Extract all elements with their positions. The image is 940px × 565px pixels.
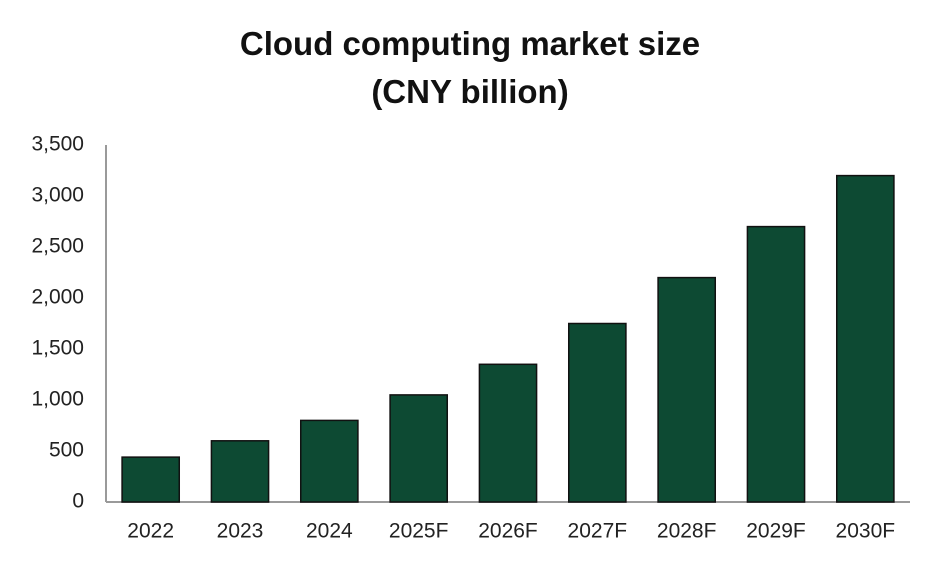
- x-tick-label: 2023: [217, 520, 264, 543]
- y-tick-label: 500: [49, 439, 84, 462]
- x-tick-label: 2027F: [568, 520, 628, 543]
- y-tick-label: 2,500: [31, 235, 84, 258]
- bar: [299, 419, 359, 503]
- x-tick-label: 2024: [306, 520, 353, 543]
- y-tick-label: 2,000: [31, 286, 84, 309]
- y-tick-label: 3,000: [31, 184, 84, 207]
- bar: [478, 363, 538, 503]
- bar: [657, 276, 717, 503]
- bar: [121, 456, 181, 503]
- y-tick-label: 3,500: [31, 133, 84, 156]
- y-tick-label: 0: [72, 490, 84, 513]
- x-tick-label: 2022: [127, 520, 174, 543]
- x-tick-label: 2030F: [836, 520, 896, 543]
- x-tick-label: 2026F: [478, 520, 538, 543]
- x-tick-label: 2029F: [746, 520, 806, 543]
- x-tick-label: 2025F: [389, 520, 449, 543]
- bar: [567, 322, 627, 503]
- chart-title: Cloud computing market size (CNY billion…: [239, 25, 701, 110]
- y-tick-label: 1,000: [31, 388, 84, 411]
- bar: [835, 174, 895, 503]
- y-tick-label: 1,500: [31, 337, 84, 360]
- bar: [210, 440, 270, 503]
- bar: [746, 225, 806, 503]
- bar: [389, 394, 449, 503]
- x-tick-label: 2028F: [657, 520, 717, 543]
